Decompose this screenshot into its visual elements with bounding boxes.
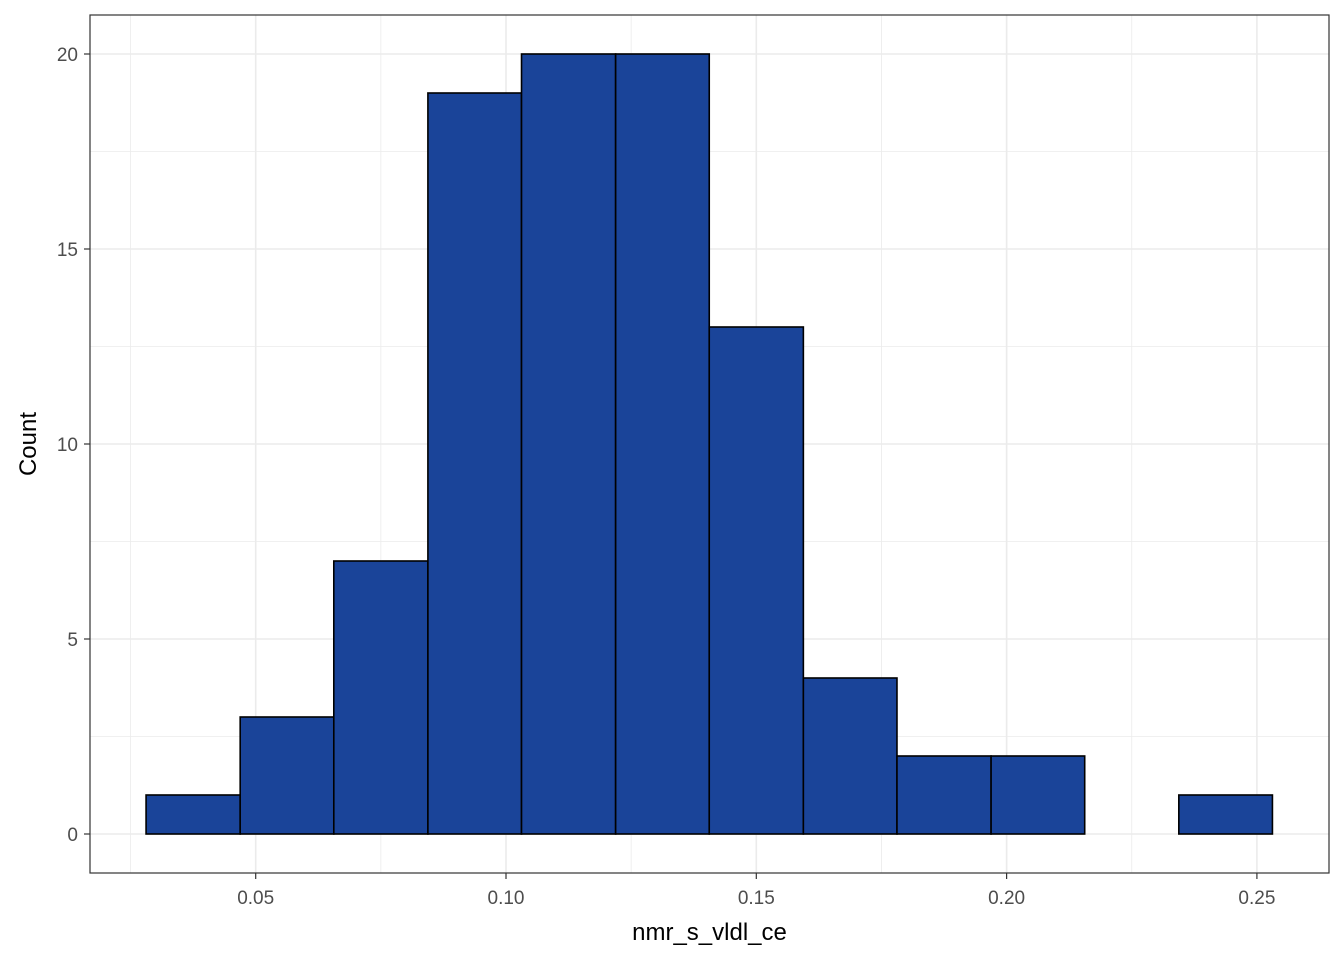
- histogram-bar: [990, 755, 1086, 835]
- y-tick-label: 0: [67, 825, 78, 846]
- axes: 0.05 0.10 0.15 0.20 0.25 0 5 10 15 20: [57, 45, 1276, 909]
- histogram-bar: [145, 794, 241, 835]
- x-tick-label: 0.20: [988, 888, 1025, 909]
- histogram-bar: [427, 92, 523, 835]
- histogram-bar: [1178, 794, 1274, 835]
- histogram-bar: [708, 326, 805, 835]
- y-tick-label: 5: [67, 630, 78, 651]
- x-tick-label: 0.05: [237, 888, 274, 909]
- x-tick-label: 0.15: [738, 888, 775, 909]
- y-tick-label: 10: [57, 435, 78, 456]
- x-tick-label: 0.10: [488, 888, 525, 909]
- histogram-bar: [896, 755, 992, 835]
- histogram-bar: [614, 53, 711, 835]
- y-axis-title: Count: [15, 412, 42, 476]
- histogram-bar: [332, 560, 429, 835]
- x-axis-title: nmr_s_vldl_ce: [632, 919, 787, 946]
- y-tick-label: 15: [57, 240, 78, 261]
- histogram-bar: [802, 677, 898, 835]
- y-tick-label: 20: [57, 45, 78, 66]
- histogram-bars: [145, 53, 1274, 835]
- histogram-bar: [239, 716, 335, 835]
- x-tick-label: 0.25: [1238, 888, 1275, 909]
- histogram-bar: [520, 53, 617, 835]
